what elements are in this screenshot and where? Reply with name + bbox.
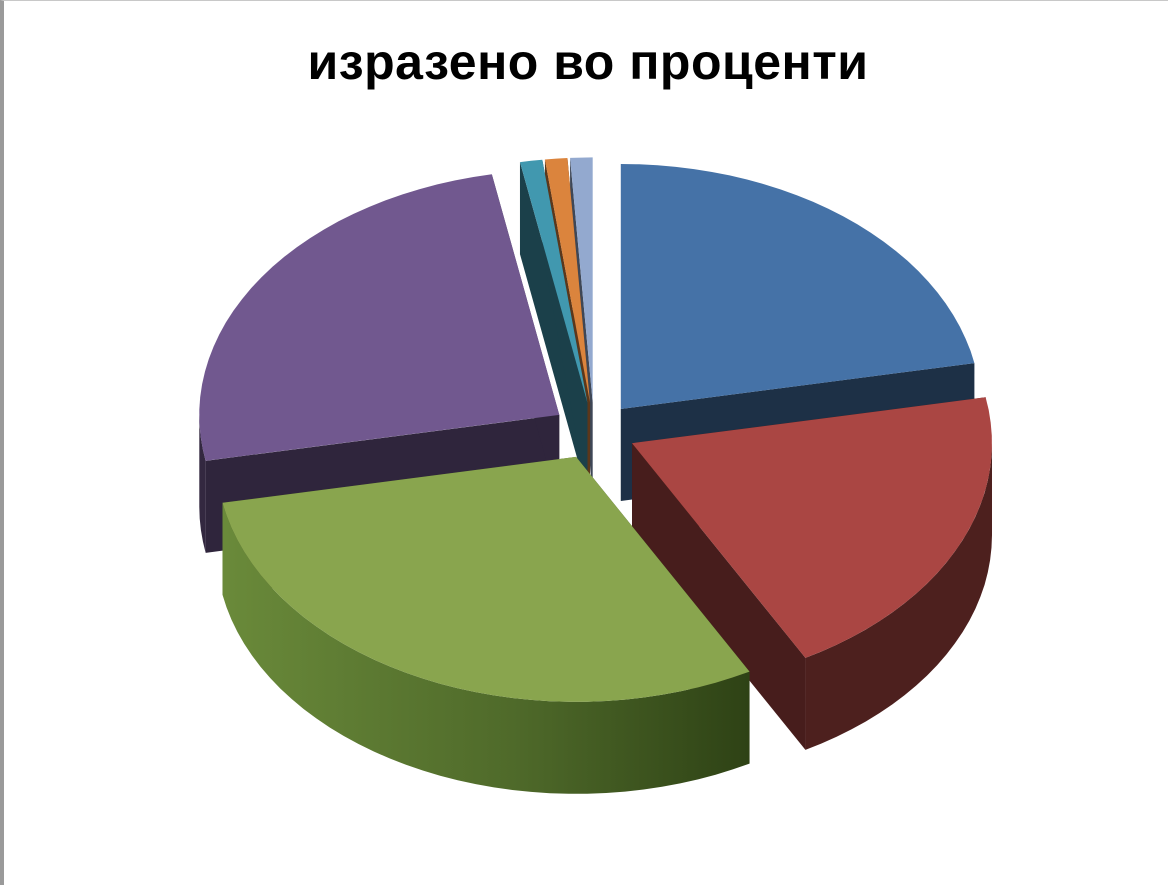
pie-slice-side bbox=[222, 502, 750, 794]
pie-slice-side bbox=[199, 414, 206, 553]
pie-slice-wall bbox=[519, 162, 588, 495]
pie-slice-5 bbox=[519, 159, 588, 495]
pie-slice-top bbox=[632, 397, 992, 658]
chart-title: изразено во проценти bbox=[307, 34, 869, 90]
pie-slice-top bbox=[222, 456, 750, 702]
pie-slice-top bbox=[620, 164, 975, 409]
pie-slice-top bbox=[544, 158, 590, 403]
pie-slice-top bbox=[570, 157, 593, 403]
pie-slice-side bbox=[805, 443, 992, 750]
pie-slice-wall bbox=[632, 443, 806, 750]
pie-slice-2 bbox=[632, 397, 992, 750]
pie-slice-3 bbox=[222, 456, 750, 794]
pie-chart bbox=[199, 157, 992, 794]
pie-slice-top bbox=[199, 174, 560, 461]
pie-slice-top bbox=[520, 159, 588, 403]
